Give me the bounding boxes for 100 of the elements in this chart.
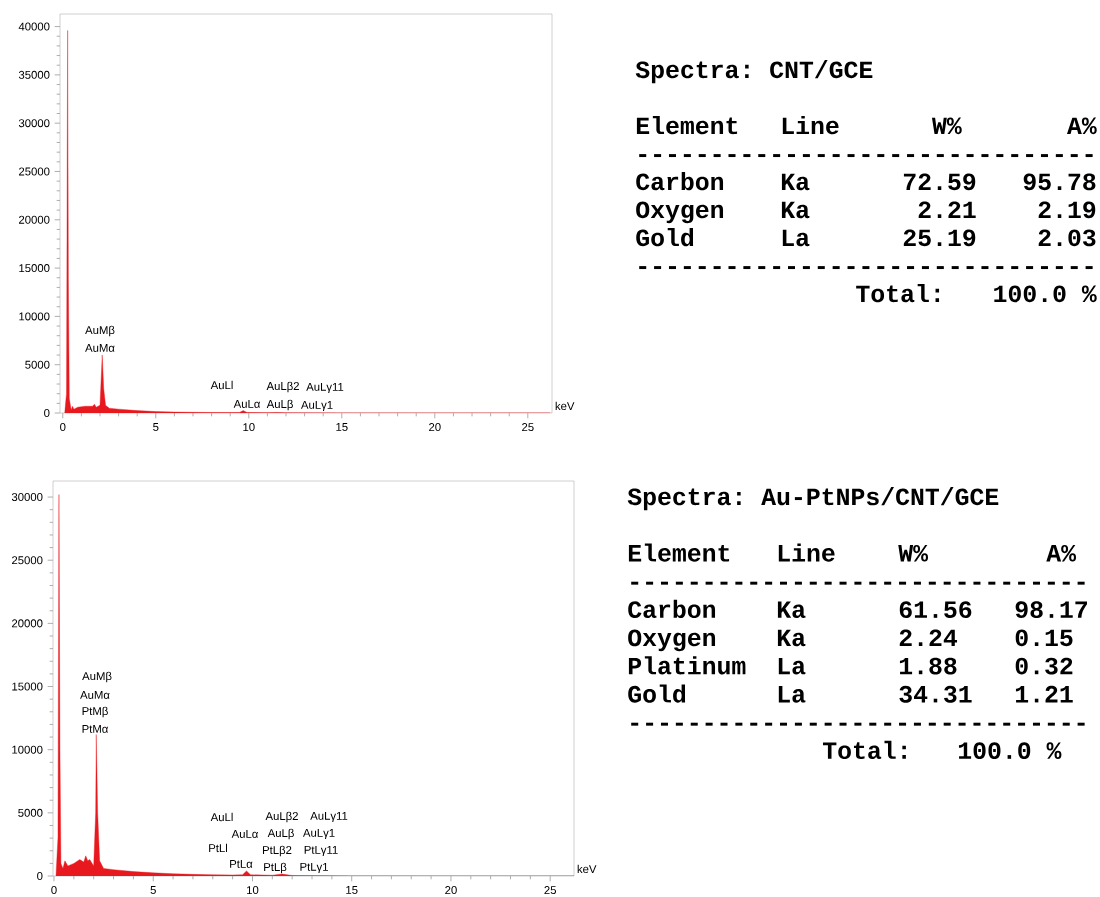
annotation: AuLβ bbox=[266, 399, 293, 411]
text: 2.03 bbox=[1038, 229, 1096, 247]
text: Gold bbox=[628, 684, 686, 703]
text: La bbox=[782, 229, 810, 247]
text: 100.0 % bbox=[958, 742, 1062, 760]
y-tick-label: 25000 bbox=[12, 556, 43, 565]
y-tick-label: 40000 bbox=[18, 22, 50, 31]
x-axis-title: keV bbox=[555, 401, 575, 411]
y-tick-label: 0 bbox=[44, 409, 50, 418]
text: Spectra: Au-PtNPs/CNT/GCE bbox=[627, 487, 999, 511]
annotation: AuMα bbox=[85, 344, 115, 352]
annotation: AuLβ2 bbox=[265, 811, 298, 823]
text: Gold bbox=[636, 228, 694, 247]
text: Total: bbox=[856, 284, 940, 303]
x-tick-label: 10 bbox=[243, 423, 255, 432]
y-tick-label: 15000 bbox=[12, 682, 43, 691]
y-tick-label: 20000 bbox=[12, 619, 43, 628]
y-tick-label: 35000 bbox=[18, 70, 50, 79]
text: Ka bbox=[781, 201, 810, 219]
annotation: AuMβ bbox=[85, 325, 115, 337]
text: 72.59 bbox=[903, 173, 976, 191]
text: Total: bbox=[823, 740, 906, 760]
x-tick-label: 20 bbox=[445, 886, 457, 895]
annotation: PtLα bbox=[230, 860, 253, 868]
text: Oxygen bbox=[636, 201, 724, 224]
x-tick-label: 15 bbox=[336, 423, 348, 431]
text: ------------------------------- bbox=[631, 581, 1085, 585]
annotation: PtLβ bbox=[264, 862, 287, 874]
text: La bbox=[778, 686, 806, 703]
text: 61.56 bbox=[899, 601, 972, 619]
x-tick-label: 20 bbox=[429, 423, 441, 432]
y-tick-label: 30000 bbox=[18, 119, 50, 128]
text: ------------------------------- bbox=[639, 266, 1093, 270]
annotation: PtLβ2 bbox=[262, 845, 292, 857]
annotation: AuLl bbox=[210, 380, 233, 390]
text: 95.78 bbox=[1023, 173, 1096, 191]
text: 2.24 bbox=[899, 629, 958, 647]
annotation: PtMα bbox=[82, 725, 109, 733]
text: 100.0 % bbox=[994, 285, 1097, 303]
text: Ka bbox=[777, 629, 806, 647]
text: 98.17 bbox=[1015, 601, 1088, 619]
x-tick-label: 5 bbox=[153, 423, 159, 431]
text: Ka bbox=[777, 601, 806, 619]
text: W% bbox=[931, 117, 962, 135]
annotation: AuLβ2 bbox=[266, 381, 299, 393]
annotation: AuMα bbox=[80, 691, 110, 699]
annotation: PtLl bbox=[209, 843, 227, 853]
text: Carbon bbox=[636, 172, 724, 191]
annotation: PtMβ bbox=[82, 706, 108, 718]
annotation: PtLγ11 bbox=[304, 845, 338, 857]
annotation: AuLγ11 bbox=[306, 382, 344, 394]
annotation: AuLα bbox=[231, 830, 259, 838]
text: Carbon bbox=[628, 599, 716, 619]
annotation: AuLβ bbox=[267, 828, 294, 840]
annotation: AuMβ bbox=[82, 671, 112, 683]
text: 2.19 bbox=[1038, 201, 1096, 219]
y-tick-label: 15000 bbox=[19, 264, 50, 273]
text: ------------------------------- bbox=[631, 722, 1085, 726]
text: Ka bbox=[781, 173, 810, 191]
text: 1.21 bbox=[1015, 685, 1073, 703]
text: Line bbox=[778, 543, 835, 562]
annotation: PtLγ1 bbox=[300, 862, 328, 874]
x-tick-label: 25 bbox=[522, 423, 534, 432]
text: 25.19 bbox=[903, 229, 976, 247]
text: 0.32 bbox=[1015, 657, 1073, 675]
text: Line bbox=[782, 116, 839, 135]
text: Element bbox=[636, 116, 738, 135]
x-tick-label: 0 bbox=[51, 886, 57, 895]
text: 2.21 bbox=[918, 201, 976, 219]
y-tick-label: 20000 bbox=[19, 215, 50, 224]
x-tick-label: 25 bbox=[544, 886, 557, 895]
y-tick-label: 10000 bbox=[12, 745, 43, 754]
annotation: AuLα bbox=[233, 400, 261, 408]
annotation: AuLγ1 bbox=[300, 400, 333, 412]
text: 34.31 bbox=[899, 685, 972, 703]
y-tick-label: 10000 bbox=[19, 312, 50, 321]
text: A% bbox=[1046, 544, 1077, 562]
text: La bbox=[778, 657, 806, 675]
text: 1.88 bbox=[899, 657, 957, 675]
x-axis-title: keV bbox=[577, 864, 597, 874]
x-tick-label: 0 bbox=[60, 423, 66, 432]
y-tick-label: 5000 bbox=[18, 808, 43, 817]
text: Element bbox=[628, 543, 730, 562]
text: 0.15 bbox=[1015, 629, 1073, 647]
annotation: AuLγ11 bbox=[310, 811, 348, 823]
text: Platinum bbox=[628, 656, 746, 675]
x-tick-label: 15 bbox=[346, 886, 358, 894]
text: W% bbox=[898, 544, 929, 562]
annotation: AuLγ1 bbox=[302, 828, 335, 840]
text: A% bbox=[1066, 117, 1097, 135]
text: Spectra: CNT/GCE bbox=[635, 60, 873, 84]
annotation: AuLl bbox=[210, 812, 233, 822]
x-tick-label: 5 bbox=[150, 886, 156, 894]
y-tick-label: 25000 bbox=[19, 167, 50, 176]
x-tick-label: 10 bbox=[247, 886, 259, 895]
text: Oxygen bbox=[628, 629, 716, 652]
text: ------------------------------- bbox=[639, 154, 1093, 158]
y-tick-label: 5000 bbox=[25, 360, 50, 369]
y-tick-label: 30000 bbox=[11, 493, 43, 502]
y-tick-label: 0 bbox=[37, 872, 43, 881]
